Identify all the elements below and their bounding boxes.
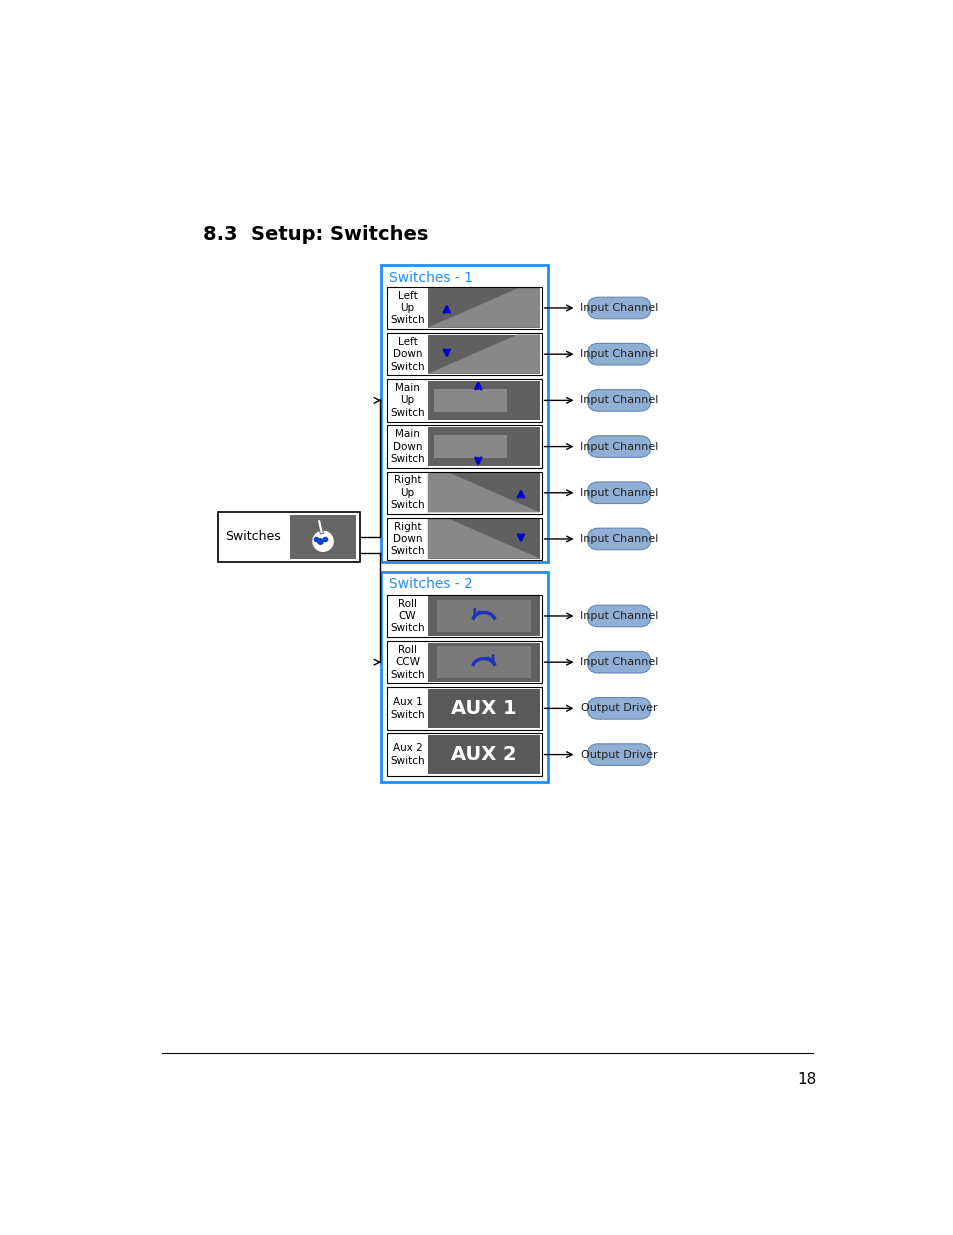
Text: Input Channel: Input Channel	[579, 657, 658, 667]
Polygon shape	[427, 288, 539, 327]
Bar	[387, 287, 541, 330]
Bar	[427, 735, 539, 774]
FancyBboxPatch shape	[587, 698, 650, 719]
Bar	[427, 335, 539, 374]
Text: Input Channel: Input Channel	[579, 303, 658, 312]
Text: Aux 2
Switch: Aux 2 Switch	[390, 743, 424, 766]
FancyBboxPatch shape	[587, 436, 650, 457]
Bar	[427, 689, 539, 727]
Text: Left
Up
Switch: Left Up Switch	[390, 290, 424, 325]
Text: Right
Down
Switch: Right Down Switch	[390, 521, 424, 557]
Text: 8.3  Setup: Switches: 8.3 Setup: Switches	[203, 225, 428, 245]
Text: Roll
CCW
Switch: Roll CCW Switch	[390, 645, 424, 679]
FancyBboxPatch shape	[587, 343, 650, 366]
Polygon shape	[427, 335, 539, 374]
Bar	[387, 379, 541, 421]
Text: Main
Down
Switch: Main Down Switch	[390, 430, 424, 464]
Bar	[387, 595, 541, 637]
Bar	[427, 380, 539, 420]
Text: Main
Up
Switch: Main Up Switch	[390, 383, 424, 417]
FancyBboxPatch shape	[587, 651, 650, 673]
Bar	[434, 389, 507, 412]
Bar	[434, 435, 507, 458]
FancyBboxPatch shape	[587, 605, 650, 626]
Bar	[387, 333, 541, 375]
Bar	[427, 473, 539, 513]
Bar	[427, 597, 539, 636]
Polygon shape	[427, 473, 539, 513]
Text: Switches: Switches	[225, 530, 281, 543]
Text: Aux 1
Switch: Aux 1 Switch	[390, 698, 424, 720]
Bar	[218, 511, 360, 562]
Text: AUX 1: AUX 1	[451, 699, 517, 718]
Bar	[387, 425, 541, 468]
Bar	[387, 687, 541, 730]
Polygon shape	[427, 520, 539, 558]
FancyBboxPatch shape	[587, 529, 650, 550]
Text: Right
Up
Switch: Right Up Switch	[390, 475, 424, 510]
Text: Input Channel: Input Channel	[579, 442, 658, 452]
Bar	[387, 734, 541, 776]
Text: Input Channel: Input Channel	[579, 534, 658, 543]
Bar	[290, 515, 356, 558]
Bar	[427, 642, 539, 682]
Bar	[427, 288, 539, 327]
Text: Input Channel: Input Channel	[579, 395, 658, 405]
Text: AUX 2: AUX 2	[451, 745, 517, 764]
Text: Switches - 1: Switches - 1	[389, 270, 473, 284]
FancyBboxPatch shape	[587, 482, 650, 504]
Bar	[387, 472, 541, 514]
Bar	[436, 646, 531, 678]
Text: Output Driver: Output Driver	[580, 750, 657, 760]
FancyBboxPatch shape	[587, 389, 650, 411]
Text: 18: 18	[797, 1072, 816, 1087]
Bar	[427, 520, 539, 558]
Text: Input Channel: Input Channel	[579, 488, 658, 498]
Text: Output Driver: Output Driver	[580, 704, 657, 714]
Bar	[387, 641, 541, 683]
Circle shape	[313, 531, 333, 551]
Bar	[387, 517, 541, 561]
Text: Input Channel: Input Channel	[579, 350, 658, 359]
Bar	[427, 427, 539, 466]
Text: Switches - 2: Switches - 2	[389, 577, 473, 592]
Text: Roll
CW
Switch: Roll CW Switch	[390, 599, 424, 634]
Text: Left
Down
Switch: Left Down Switch	[390, 337, 424, 372]
Bar	[436, 600, 531, 631]
Text: Input Channel: Input Channel	[579, 611, 658, 621]
Bar	[381, 572, 547, 782]
FancyBboxPatch shape	[587, 298, 650, 319]
Bar	[381, 266, 547, 562]
FancyBboxPatch shape	[587, 743, 650, 766]
